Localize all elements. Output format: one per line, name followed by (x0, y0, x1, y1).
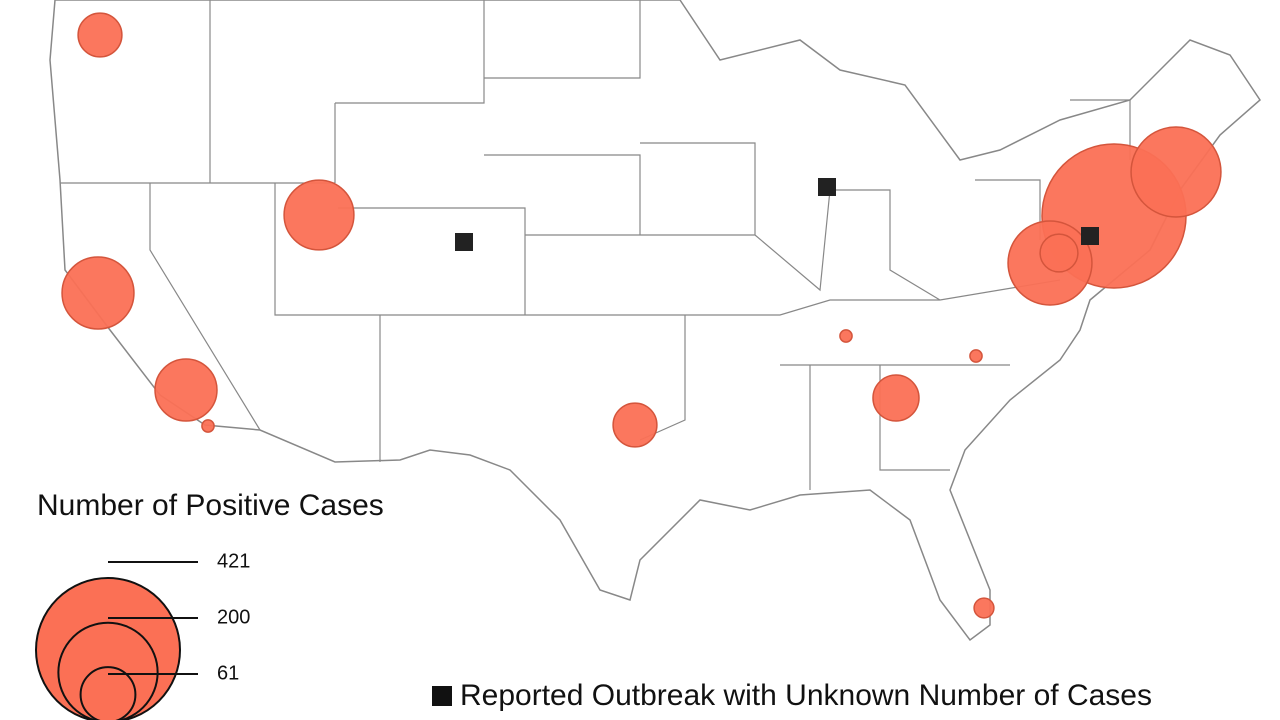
outbreak-legend-label: Reported Outbreak with Unknown Number of… (460, 679, 1152, 712)
size-legend: 421 200 61 (35, 550, 250, 720)
case-bubble (1130, 126, 1222, 218)
legend-title: Number of Positive Cases (37, 489, 384, 522)
outbreak-marker (1081, 227, 1099, 245)
case-bubble (612, 402, 658, 448)
outbreak-markers (455, 178, 1099, 251)
case-bubble (283, 179, 355, 251)
case-bubble (973, 597, 995, 619)
case-bubble (77, 12, 123, 58)
case-bubble (154, 358, 218, 422)
us-map (49, 0, 1261, 642)
legend-size-label: 61 (217, 662, 239, 684)
legend-size-label: 421 (217, 550, 250, 572)
case-bubble (839, 329, 853, 343)
case-bubble (872, 374, 920, 422)
outbreak-legend-marker (432, 686, 452, 706)
case-bubble (61, 256, 135, 330)
outbreak-marker (455, 233, 473, 251)
outbreak-marker (818, 178, 836, 196)
state-lines (60, 0, 1131, 490)
case-bubble (1039, 233, 1079, 273)
legend-size-label: 200 (217, 606, 250, 628)
case-bubble (201, 419, 215, 433)
case-bubble (969, 349, 983, 363)
bubble-layer (61, 12, 1222, 619)
country-outline (49, 0, 1261, 642)
legend-circle (79, 666, 137, 720)
